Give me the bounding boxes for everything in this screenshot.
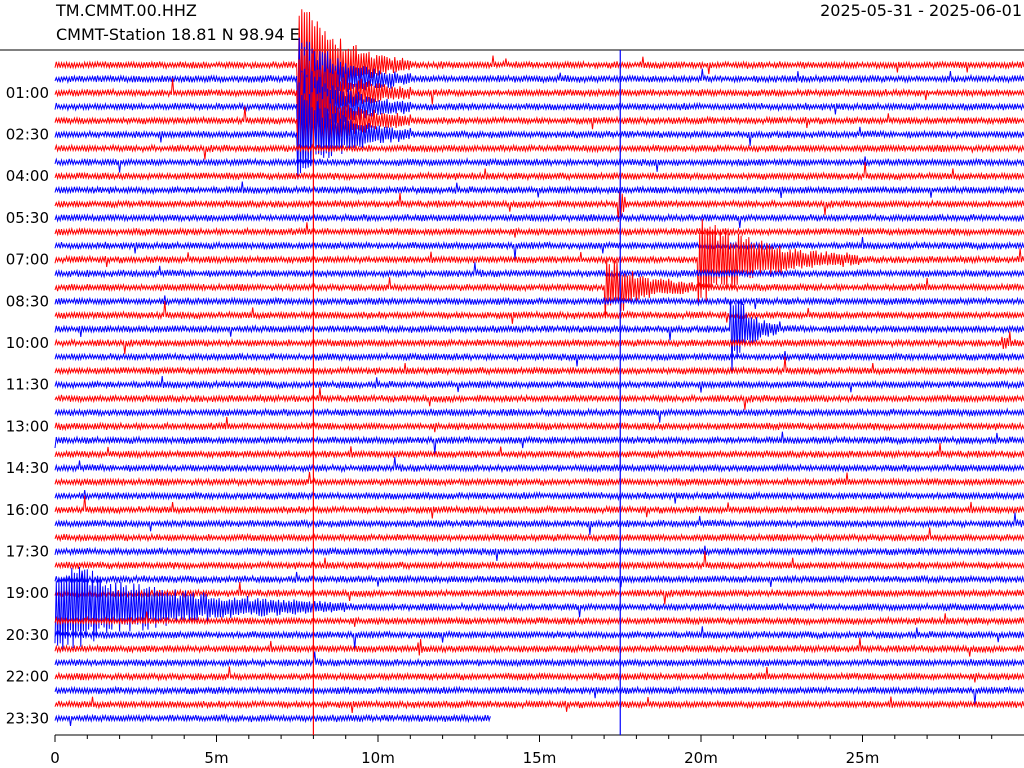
trace-line	[54, 299, 1024, 374]
trace-line	[54, 37, 1024, 136]
trace-line	[54, 260, 1024, 319]
trace-line	[54, 356, 1024, 376]
x-tick-label: 25m	[846, 749, 880, 767]
y-axis-ticks: 01:00 02:30 04:00 05:30 07:00 08:30 10:00 11:30…	[6, 84, 49, 727]
trace-line	[54, 66, 1024, 160]
trace-line	[54, 156, 1024, 173]
marker-lines	[312, 50, 621, 735]
trace-line	[54, 545, 1024, 562]
station-info: CMMT-Station 18.81 N 98.94 E	[56, 25, 300, 44]
trace-line	[54, 237, 1024, 260]
trace-line	[54, 143, 1024, 160]
trace-line	[54, 295, 1024, 310]
y-tick-label: 17:30	[6, 543, 49, 561]
trace-line	[54, 331, 1024, 355]
trace-line	[54, 527, 1024, 544]
y-tick-label: 07:00	[6, 251, 49, 269]
trace-line	[54, 713, 491, 726]
trace-line	[54, 570, 1024, 588]
y-tick-label: 08:30	[6, 292, 49, 310]
trace-line	[54, 696, 1024, 714]
y-tick-label: 19:00	[6, 584, 49, 602]
trace-line	[54, 416, 1024, 433]
x-axis-ticks: 0 5m 10m 15m 20m 25m	[50, 735, 993, 767]
trace-line	[54, 262, 1024, 279]
y-tick-label: 02:30	[6, 126, 49, 144]
trace-line	[54, 566, 1024, 652]
trace-line	[54, 685, 1024, 705]
trace-line	[54, 456, 1024, 474]
y-tick-label: 04:00	[6, 167, 49, 185]
trace-line	[54, 626, 1024, 650]
date-range: 2025-05-31 - 2025-06-01	[820, 1, 1022, 20]
y-tick-label: 20:30	[6, 626, 49, 644]
y-tick-label: 16:00	[6, 501, 49, 519]
y-tick-label: 13:00	[6, 417, 49, 435]
trace-line	[54, 637, 1024, 657]
trace-line	[54, 9, 1024, 118]
trace-line	[54, 581, 1024, 605]
trace-line	[54, 222, 1024, 238]
trace-line	[54, 351, 1024, 367]
trace-line	[54, 611, 1024, 627]
trace-line	[54, 48, 1024, 136]
trace-line	[54, 161, 1024, 182]
trace-line	[54, 407, 1024, 423]
trace-line	[54, 651, 1024, 668]
trace-line	[54, 376, 1024, 393]
trace-line	[54, 431, 1024, 455]
x-tick-label: 20m	[684, 749, 718, 767]
trace-line	[54, 82, 1024, 180]
y-tick-label: 23:30	[6, 709, 49, 727]
x-tick-label: 15m	[523, 749, 557, 767]
trace-line	[54, 442, 1024, 460]
trace-line	[54, 218, 1024, 305]
x-tick-label: 0	[50, 749, 60, 767]
trace-line	[54, 471, 1024, 488]
trace-line	[54, 300, 1024, 324]
trace-group	[54, 9, 1024, 726]
x-tick-label: 5m	[204, 749, 228, 767]
trace-line	[54, 191, 1024, 223]
y-tick-label: 01:00	[6, 84, 49, 102]
trace-line	[54, 65, 1024, 161]
y-tick-label: 14:30	[6, 459, 49, 477]
x-tick-label: 10m	[361, 749, 395, 767]
trace-line	[54, 490, 1024, 504]
trace-line	[54, 495, 1024, 519]
y-tick-label: 05:30	[6, 209, 49, 227]
y-tick-label: 11:30	[6, 376, 49, 394]
y-tick-label: 22:00	[6, 668, 49, 686]
trace-line	[54, 666, 1024, 683]
trace-line	[54, 551, 1024, 571]
trace-line	[54, 387, 1024, 410]
y-tick-label: 10:00	[6, 334, 49, 352]
trace-line	[54, 512, 1024, 536]
trace-line	[54, 212, 1024, 229]
station-code: TM.CMMT.00.HHZ	[56, 1, 197, 20]
trace-line	[54, 181, 1024, 199]
